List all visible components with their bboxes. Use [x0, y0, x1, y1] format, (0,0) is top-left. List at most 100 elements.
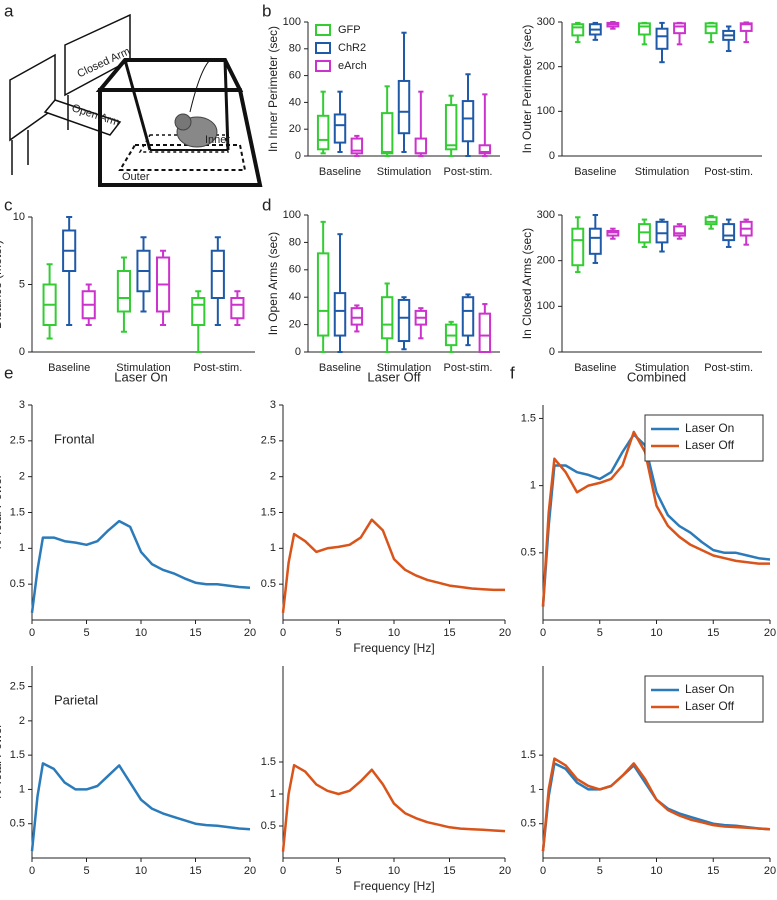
y-tick-label: 200	[537, 61, 555, 73]
box	[571, 23, 585, 37]
y-tick-label: 5	[19, 278, 25, 290]
x-tick-label: Stimulation	[635, 166, 689, 178]
series-line	[30, 762, 251, 852]
box	[116, 270, 132, 313]
x-tick-label: 20	[499, 627, 511, 639]
y-axis-label: In Open Arms (sec)	[266, 232, 280, 335]
y-tick-label: 2.5	[10, 680, 25, 692]
x-tick-label: Stimulation	[377, 166, 431, 178]
box	[191, 297, 206, 326]
box	[333, 292, 347, 337]
x-tick-label: 15	[707, 627, 719, 639]
y-tick-label: 300	[537, 209, 555, 221]
y-tick-label: 1.5	[261, 506, 276, 518]
legend-swatch	[315, 60, 331, 72]
y-tick-label: 20	[289, 123, 301, 135]
y-tick-label: 0.5	[261, 820, 276, 832]
y-tick-label: 0	[295, 346, 301, 358]
x-tick-label: Post-stim.	[444, 362, 493, 374]
y-tick-label: 3	[19, 399, 25, 411]
box	[478, 312, 492, 354]
box	[210, 249, 225, 299]
box	[655, 27, 669, 50]
y-tick-label: 40	[289, 96, 301, 108]
x-tick-label: 5	[335, 627, 341, 639]
y-axis-label: % Total Power	[0, 724, 4, 800]
y-tick-label: 0.5	[521, 818, 536, 830]
legend-label: Laser On	[685, 682, 734, 696]
x-tick-label: Baseline	[319, 166, 361, 178]
x-tick-label: 0	[29, 865, 35, 877]
y-tick-label: 100	[283, 209, 301, 221]
y-tick-label: 1	[530, 783, 536, 795]
y-tick-label: 2.5	[261, 435, 276, 447]
panel-label: b	[262, 1, 271, 20]
y-tick-label: 60	[289, 70, 301, 82]
y-tick-label: 1.5	[261, 756, 276, 768]
box	[333, 113, 347, 144]
diagram-label: Outer	[122, 171, 150, 183]
legend-box	[644, 675, 764, 723]
x-tick-label: 15	[189, 865, 201, 877]
y-tick-label: 100	[283, 16, 301, 28]
y-axis-label: Distance (meter)	[0, 240, 4, 329]
y-tick-label: 3	[270, 399, 276, 411]
box	[638, 22, 651, 36]
y-tick-label: 40	[289, 291, 301, 303]
x-tick-label: 20	[764, 627, 776, 639]
box	[673, 22, 686, 35]
series-line	[541, 433, 771, 607]
y-axis-label: % Total Power	[0, 474, 4, 550]
y-tick-label: 1.5	[521, 749, 536, 761]
x-tick-label: Post-stim.	[704, 166, 753, 178]
chart-title: Laser Off	[367, 369, 421, 384]
x-tick-label: Post-stim.	[193, 362, 242, 374]
panel-label: e	[4, 363, 13, 382]
box	[655, 220, 669, 244]
box	[588, 227, 602, 255]
x-tick-label: 20	[244, 865, 256, 877]
y-axis-label: In Outer Perimeter (sec)	[520, 25, 534, 154]
y-tick-label: 80	[289, 236, 301, 248]
x-tick-label: 10	[650, 627, 662, 639]
box	[316, 252, 330, 337]
x-tick-label: Post-stim.	[444, 166, 493, 178]
y-tick-label: 1	[19, 542, 25, 554]
x-tick-label: 20	[499, 865, 511, 877]
box	[397, 79, 411, 135]
y-tick-label: 100	[537, 105, 555, 117]
series-line	[541, 430, 770, 607]
x-tick-label: 10	[135, 865, 147, 877]
y-tick-label: 2	[19, 471, 25, 483]
y-tick-label: 10	[13, 211, 25, 223]
y-tick-label: 0.5	[10, 818, 25, 830]
x-tick-label: 5	[83, 865, 89, 877]
series-line	[541, 762, 771, 852]
legend-label: ChR2	[338, 42, 366, 54]
x-tick-label: Stimulation	[635, 362, 689, 374]
y-tick-label: 0	[549, 346, 555, 358]
x-tick-label: Stimulation	[377, 362, 431, 374]
box	[704, 22, 718, 35]
y-tick-label: 0.5	[521, 547, 536, 559]
box	[444, 104, 458, 151]
x-tick-label: Stimulation	[116, 362, 170, 374]
box	[230, 297, 245, 320]
x-tick-label: Baseline	[48, 362, 90, 374]
panel-label: d	[262, 195, 271, 214]
box	[316, 114, 330, 151]
panel-label: a	[4, 1, 14, 20]
y-tick-label: 0	[19, 346, 25, 358]
y-tick-label: 2	[270, 471, 276, 483]
x-tick-label: Baseline	[574, 362, 616, 374]
x-tick-label: 5	[597, 627, 603, 639]
legend-box	[644, 414, 764, 462]
x-tick-label: Baseline	[319, 362, 361, 374]
x-tick-label: 15	[189, 627, 201, 639]
y-tick-label: 1	[19, 783, 25, 795]
x-tick-label: 10	[388, 627, 400, 639]
series-line	[281, 763, 506, 852]
y-axis-label: In Inner Perimeter (sec)	[266, 26, 280, 152]
x-axis-label: Frequency [Hz]	[353, 879, 434, 893]
